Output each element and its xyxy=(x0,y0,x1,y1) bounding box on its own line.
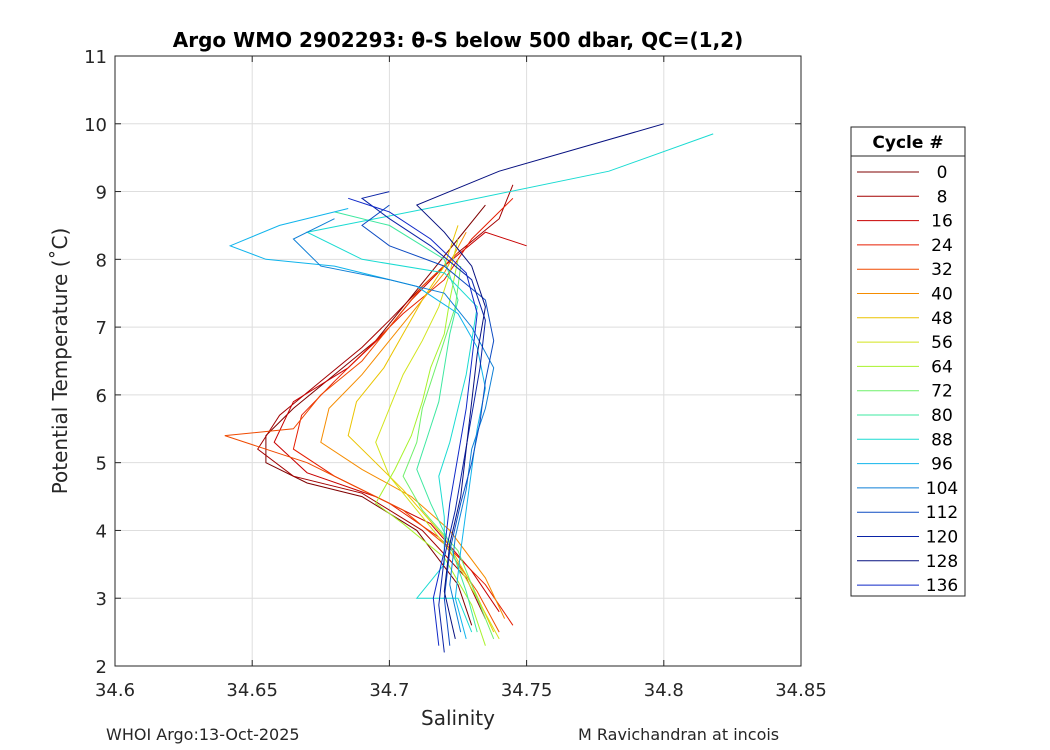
grid-lines xyxy=(114,55,802,667)
legend-label: 48 xyxy=(931,309,953,329)
legend-label: 40 xyxy=(931,285,953,305)
legend-label: 96 xyxy=(931,455,953,475)
y-tick-label: 4 xyxy=(96,521,107,542)
series-line xyxy=(375,259,486,646)
legend-label: 112 xyxy=(926,503,958,523)
series-line xyxy=(360,191,486,653)
legend-label: 120 xyxy=(926,528,958,548)
y-tick-label: 10 xyxy=(84,115,107,136)
y-tick-label: 6 xyxy=(96,386,107,407)
y-tick-label: 2 xyxy=(96,657,107,678)
x-axis-label: Salinity xyxy=(421,706,495,730)
series-line xyxy=(361,204,495,646)
legend-label: 104 xyxy=(926,479,958,499)
series-line xyxy=(265,204,486,626)
y-tick-label: 5 xyxy=(96,454,107,475)
legend: Cycle # 0 8 16 24 32 40 48 56 64 72 80 88 96 104 112 12… xyxy=(850,126,966,597)
x-axis-ticks: 34.6 34.65 34.7 34.75 34.8 34.85 xyxy=(95,56,827,701)
plot-frame xyxy=(114,55,802,667)
x-tick-label: 34.6 xyxy=(95,680,135,701)
legend-label: 56 xyxy=(931,333,953,353)
x-tick-label: 34.8 xyxy=(644,680,684,701)
series-line xyxy=(347,225,495,633)
series-lines xyxy=(224,123,714,653)
y-axis-label: Potential Temperature (˚C) xyxy=(48,228,72,495)
legend-label: 80 xyxy=(931,406,953,426)
legend-box xyxy=(850,126,966,597)
plot-area xyxy=(114,55,802,667)
legend-label: 24 xyxy=(931,236,953,256)
footer-source: WHOI Argo:13-Oct-2025 xyxy=(106,725,300,744)
legend-label: 8 xyxy=(937,187,948,207)
legend-title: Cycle # xyxy=(872,133,943,153)
x-tick-label: 34.75 xyxy=(501,680,553,701)
y-axis-ticks: 2 3 4 5 6 7 8 9 10 11 xyxy=(84,47,801,678)
legend-label: 64 xyxy=(931,357,953,377)
x-tick-label: 34.65 xyxy=(226,680,278,701)
series-line xyxy=(292,218,495,633)
x-tick-label: 34.7 xyxy=(369,680,409,701)
x-tick-label: 34.85 xyxy=(775,680,827,701)
y-tick-label: 3 xyxy=(96,589,107,610)
legend-label: 16 xyxy=(931,212,953,232)
y-tick-label: 8 xyxy=(96,250,107,271)
series-line xyxy=(228,208,486,640)
y-tick-label: 11 xyxy=(84,47,107,68)
series-line xyxy=(348,197,478,646)
legend-label: 32 xyxy=(931,260,953,280)
legend-label: 0 xyxy=(937,163,948,183)
y-tick-label: 7 xyxy=(96,318,107,339)
legend-label: 72 xyxy=(931,382,953,402)
legend-entries: 0 8 16 24 32 40 48 56 64 72 80 88 96 104 112 120 128 136 xyxy=(857,163,958,596)
series-line xyxy=(305,133,714,633)
series-line xyxy=(402,266,495,640)
y-tick-label: 9 xyxy=(96,183,107,204)
series-line xyxy=(415,123,664,640)
legend-label: 128 xyxy=(926,552,958,572)
chart-title: Argo WMO 2902293: θ-S below 500 dbar, QC… xyxy=(173,28,743,52)
legend-label: 88 xyxy=(931,430,953,450)
legend-label: 136 xyxy=(926,576,958,596)
footer-credit: M Ravichandran at incois xyxy=(578,725,780,744)
